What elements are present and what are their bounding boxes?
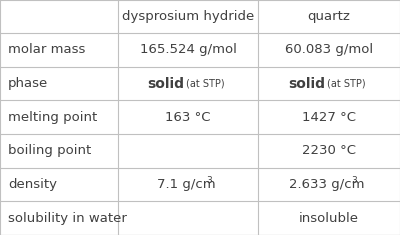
Text: 3: 3 [351,176,357,185]
Text: solubility in water: solubility in water [8,212,127,225]
Text: 2230 °C: 2230 °C [302,144,356,157]
Text: 3: 3 [206,176,212,185]
Text: molar mass: molar mass [8,43,85,56]
Text: 165.524 g/mol: 165.524 g/mol [140,43,236,56]
Text: (at STP): (at STP) [186,78,225,89]
Text: dysprosium hydride: dysprosium hydride [122,10,254,23]
Text: solid: solid [147,77,184,90]
Text: quartz: quartz [308,10,350,23]
Text: boiling point: boiling point [8,144,91,157]
Text: density: density [8,178,57,191]
Text: melting point: melting point [8,111,97,124]
Text: 163 °C: 163 °C [165,111,211,124]
Text: insoluble: insoluble [299,212,359,225]
Text: 60.083 g/mol: 60.083 g/mol [285,43,373,56]
Text: 2.633 g/cm: 2.633 g/cm [289,178,365,191]
Text: 1427 °C: 1427 °C [302,111,356,124]
Text: (at STP): (at STP) [327,78,366,89]
Text: 7.1 g/cm: 7.1 g/cm [157,178,215,191]
Text: solid: solid [288,77,325,90]
Text: phase: phase [8,77,48,90]
